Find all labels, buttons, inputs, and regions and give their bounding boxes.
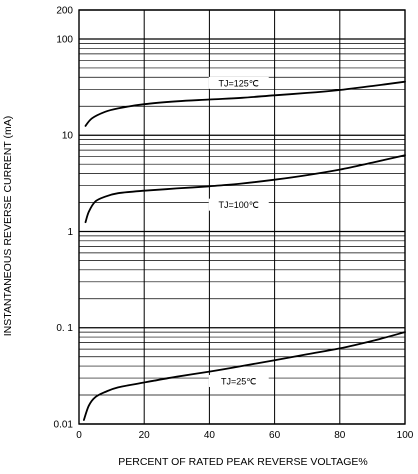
plot-frame bbox=[78, 9, 406, 425]
y-tick-label: 0.01 bbox=[54, 420, 74, 431]
series-label-backdrop bbox=[208, 374, 269, 387]
series-curve bbox=[84, 80, 406, 127]
x-tick-label: 100 bbox=[397, 430, 414, 441]
y-tick-label: 200 bbox=[56, 6, 73, 17]
y-tick-labels: 0.01 0. 1 1 10 100 200 bbox=[54, 6, 74, 431]
x-axis-title: PERCENT OF RATED PEAK REVERSE VOLTAGE% bbox=[118, 456, 368, 468]
series-label: TJ=25℃ bbox=[221, 376, 256, 386]
series-label: TJ=100℃ bbox=[219, 200, 259, 210]
series-curve bbox=[83, 331, 406, 421]
series-label-backdrop bbox=[208, 198, 269, 211]
series-label-backdrop bbox=[208, 76, 269, 89]
y-tick-label: 100 bbox=[56, 34, 73, 45]
x-tick-label: 20 bbox=[139, 430, 151, 441]
series-curves bbox=[83, 80, 406, 421]
x-tick-label: 40 bbox=[204, 430, 216, 441]
series-label: TJ=125℃ bbox=[219, 78, 259, 88]
y-axis-title: INSTANTANEOUS REVERSE CURRENT (mA) bbox=[2, 116, 14, 337]
x-tick-labels: 0 20 40 60 80 100 bbox=[76, 430, 414, 441]
y-tick-label: 0. 1 bbox=[56, 323, 73, 334]
x-tick-label: 80 bbox=[334, 430, 346, 441]
x-tick-label: 60 bbox=[269, 430, 281, 441]
y-tick-label: 10 bbox=[62, 131, 74, 142]
series-curve bbox=[84, 154, 406, 224]
x-tick-label: 0 bbox=[76, 430, 82, 441]
y-tick-label: 1 bbox=[67, 227, 73, 238]
series-labels: TJ=125℃ TJ=100℃ TJ=25℃ bbox=[208, 76, 269, 387]
